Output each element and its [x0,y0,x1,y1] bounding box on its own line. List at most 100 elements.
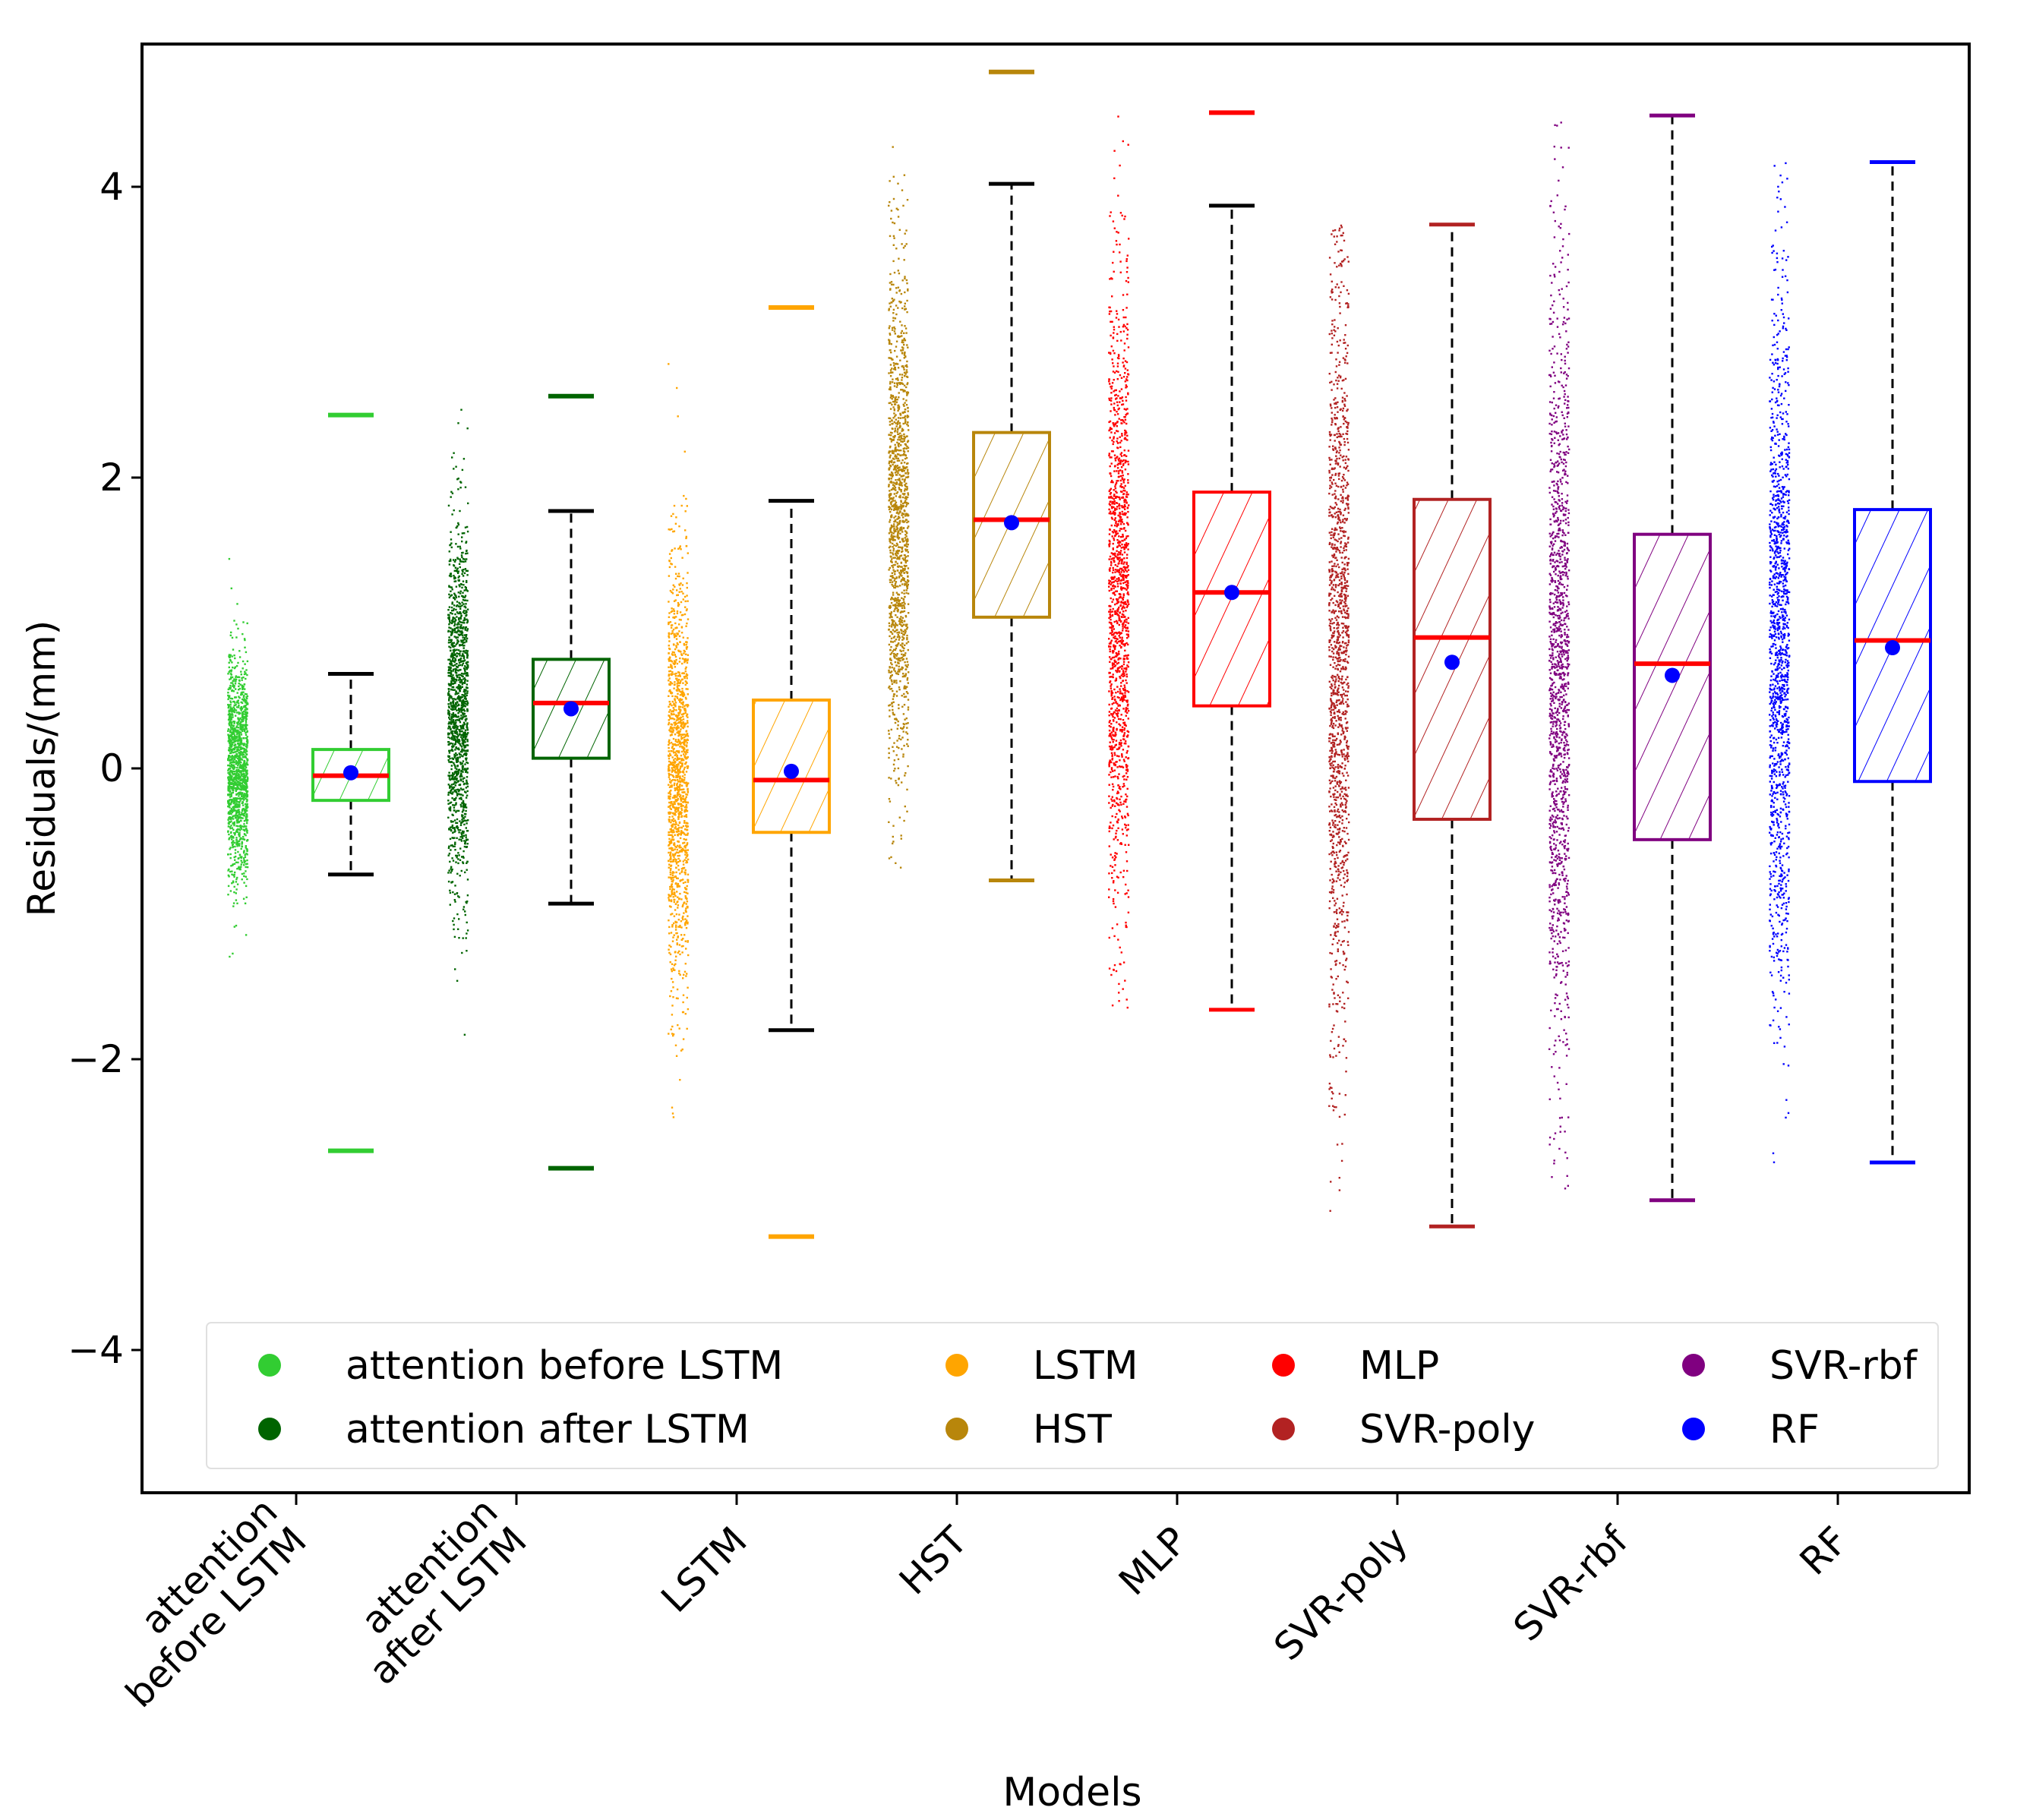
scatter-point [245,732,247,734]
scatter-point [456,825,459,828]
scatter-point [244,705,247,708]
scatter-point [466,708,469,711]
scatter-point [245,847,247,849]
scatter-point [229,759,232,761]
scatter-point [681,1048,683,1051]
scatter-point [451,757,453,759]
scatter-point [677,717,680,720]
scatter-point [453,682,456,685]
scatter-point [680,626,683,628]
scatter-point [907,468,909,471]
scatter-point [673,796,676,799]
scatter-point [449,718,451,721]
scatter-point [466,781,468,784]
scatter-point [459,793,461,796]
scatter-point [455,636,457,639]
scatter-point [235,793,238,796]
scatter-point [677,758,679,760]
scatter-point [243,829,246,831]
scatter-point [668,778,671,781]
scatter-point [668,363,670,365]
scatter-point [680,898,683,901]
scatter-point [892,629,895,631]
scatter-point [238,813,240,815]
scatter-point [903,433,905,436]
scatter-point [905,731,908,733]
scatter-point [673,892,675,895]
scatter-point [459,730,461,733]
scatter-point [898,374,901,376]
scatter-point [904,687,907,689]
scatter-point [682,636,684,639]
scatter-point [889,474,891,476]
scatter-point [449,658,451,661]
scatter-point [687,915,689,917]
scatter-point [447,666,450,668]
scatter-point [899,359,901,361]
scatter-point [682,860,684,863]
scatter-point [456,818,459,821]
scatter-point [463,845,466,848]
scatter-point [229,835,232,837]
scatter-point [245,749,248,751]
scatter-point [674,632,676,636]
scatter-point [462,805,465,807]
scatter-point [669,807,671,809]
scatter-point [448,778,451,780]
scatter-point [670,610,673,614]
scatter-point [239,721,242,724]
scatter-point [679,1079,681,1081]
scatter-point [229,955,231,958]
scatter-point [686,843,689,846]
scatter-point [907,592,910,595]
scatter-point [235,831,238,833]
scatter-point [451,680,454,682]
scatter-point [683,934,686,936]
scatter-point [680,680,682,683]
scatter-point [893,600,896,602]
scatter-point [453,771,456,774]
scatter-point [229,738,232,740]
scatter-point [673,765,676,767]
scatter-point [686,852,688,854]
scatter-point [234,766,236,769]
scatter-point [893,409,895,412]
scatter-point [889,715,891,718]
scatter-point [683,726,686,728]
scatter-point [895,664,898,667]
scatter-point [686,682,688,684]
scatter-point [450,649,452,652]
scatter-point [238,736,241,738]
scatter-point [236,702,238,704]
scatter-point [466,628,469,630]
scatter-point [237,770,239,773]
scatter-point [900,526,903,528]
scatter-point [902,630,904,633]
scatter-point [456,793,459,795]
scatter-point [898,604,901,606]
scatter-point [460,583,463,585]
scatter-point [228,734,230,737]
scatter-point [232,736,234,738]
scatter-point [684,828,687,831]
scatter-point [463,731,466,733]
scatter-point [672,1116,675,1118]
scatter-point [892,566,895,569]
scatter-point [231,713,233,715]
scatter-point [677,864,680,867]
scatter-point [229,677,232,680]
scatter-point [448,749,451,752]
scatter-point [680,781,682,783]
scatter-point [680,871,683,873]
scatter-point [672,628,675,631]
scatter-point [904,305,906,308]
scatter-point [893,509,895,511]
scatter-point [246,878,248,881]
scatter-point [895,455,898,458]
scatter-point [682,904,684,907]
scatter-point [463,558,466,560]
scatter-point [888,478,890,481]
scatter-point [241,714,244,717]
scatter-point [466,771,469,774]
scatter-point [461,802,463,804]
